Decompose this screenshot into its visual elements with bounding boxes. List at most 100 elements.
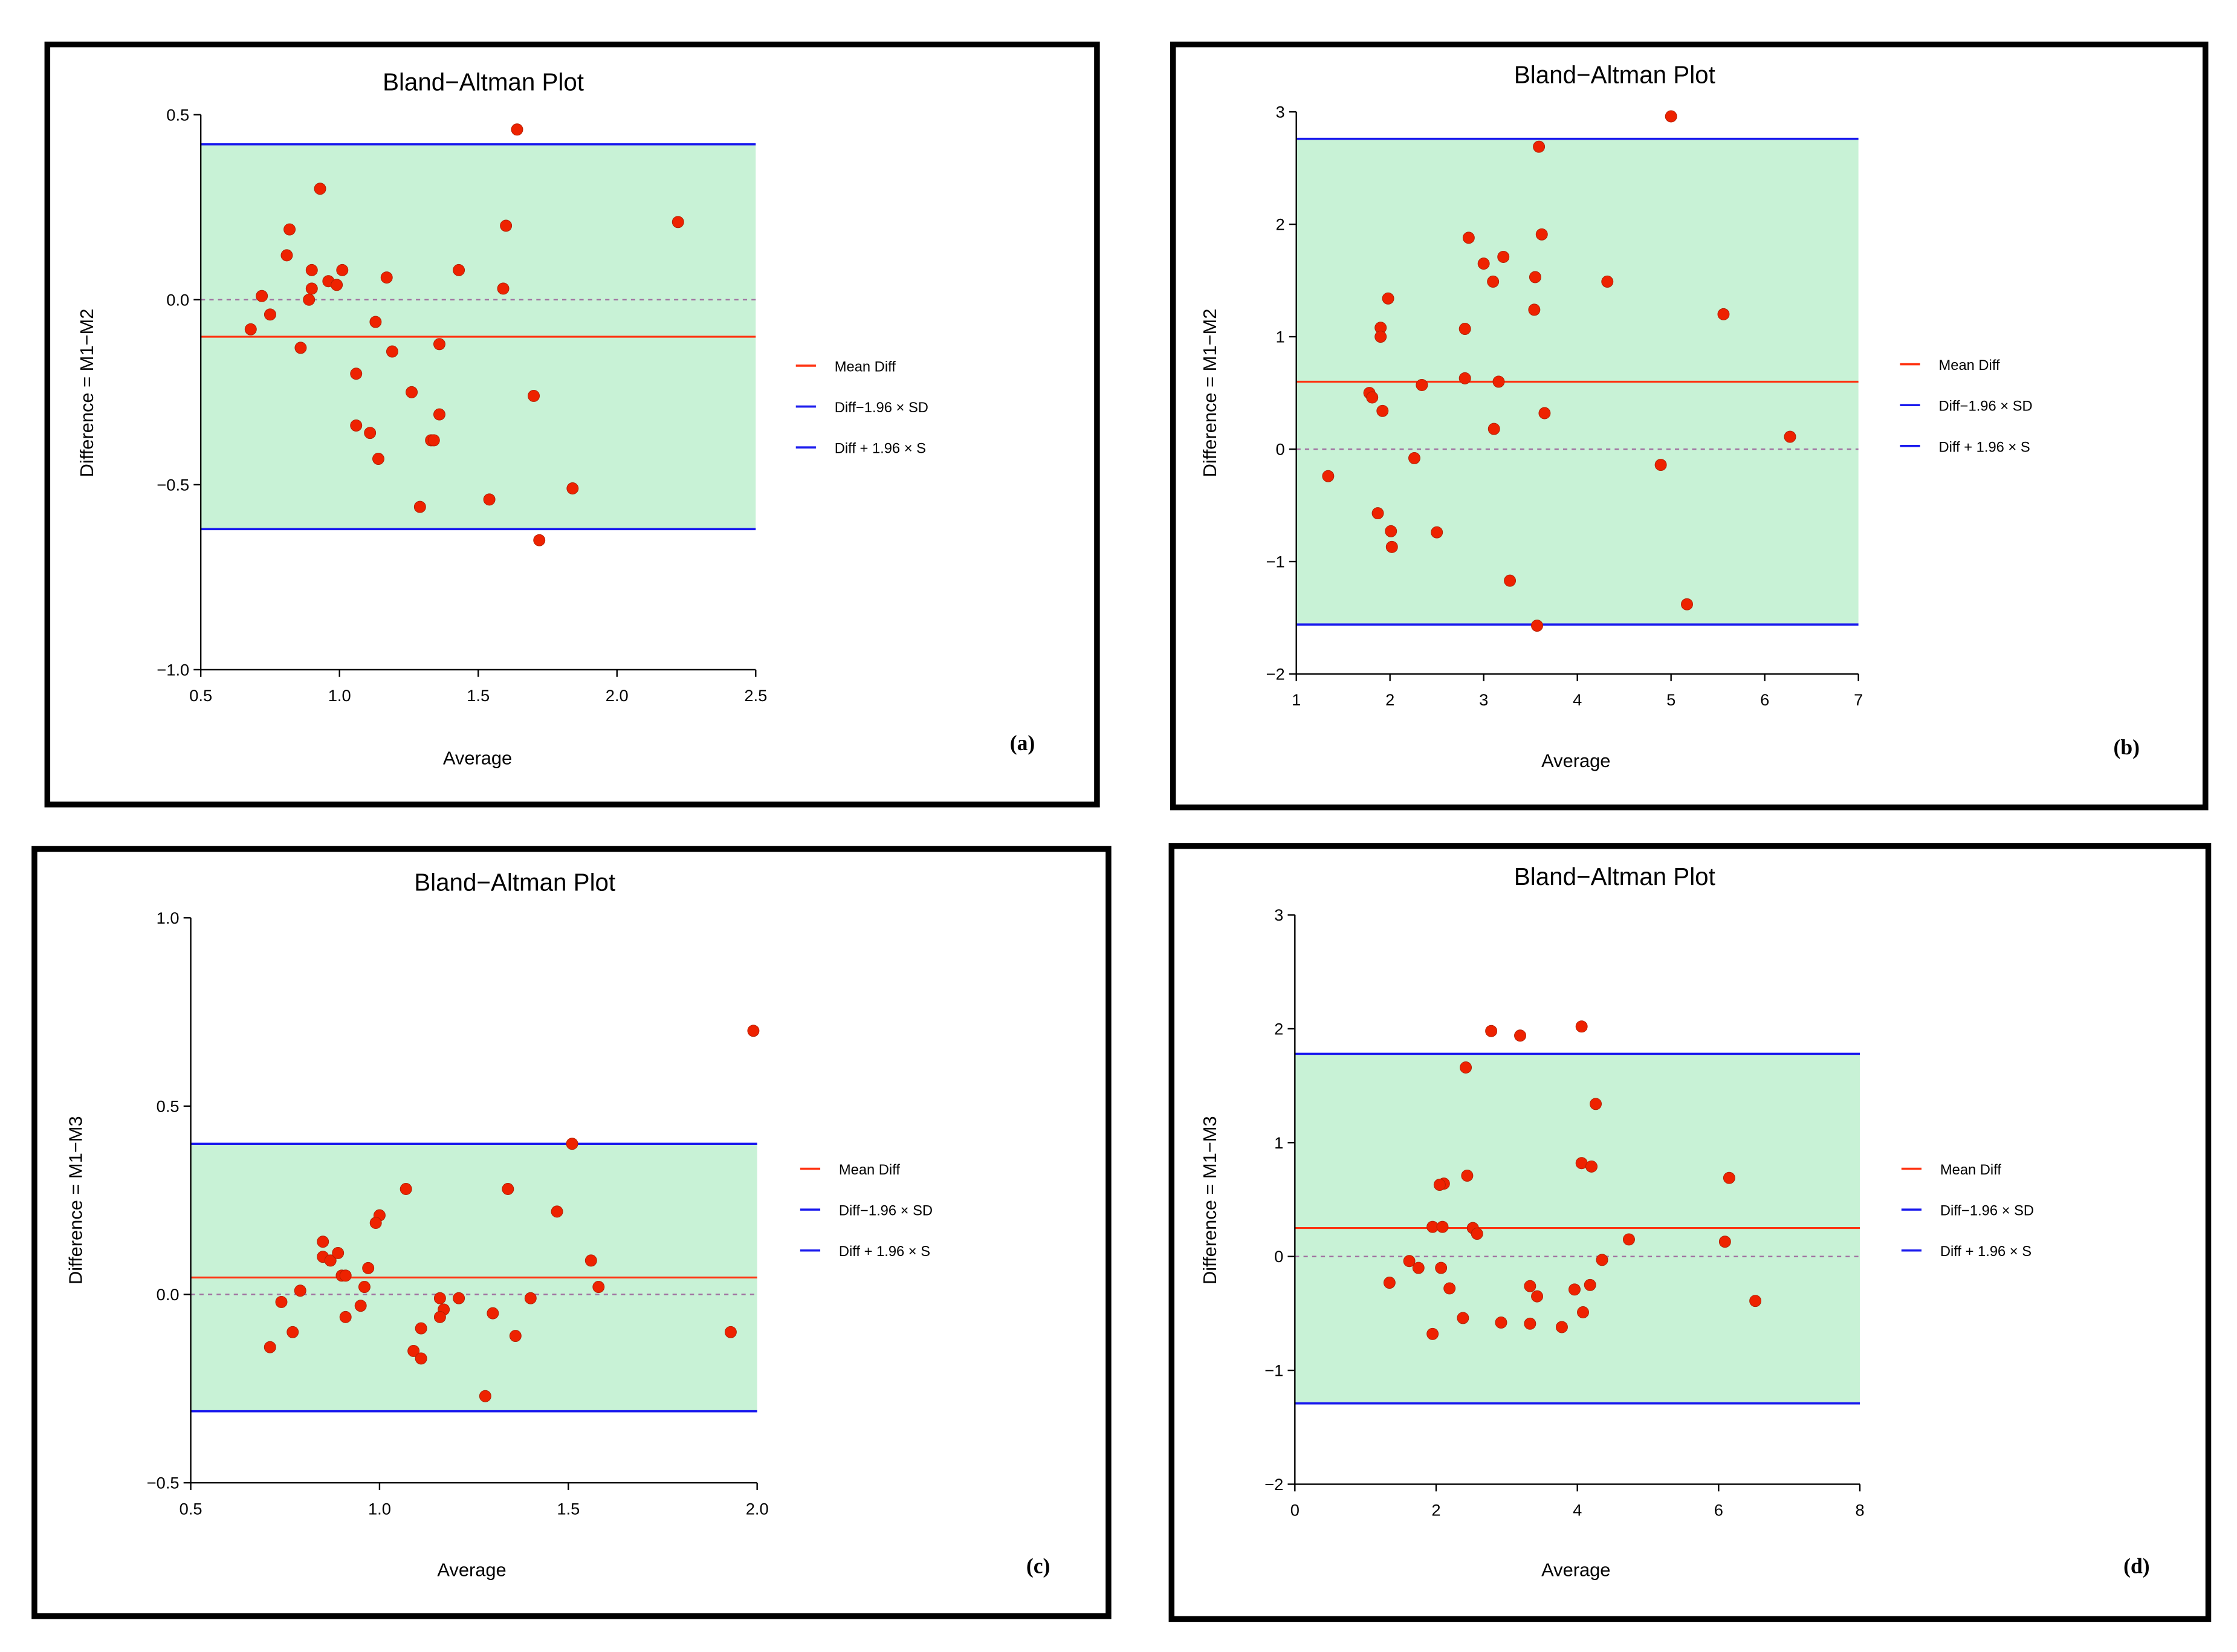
data-point xyxy=(339,1269,352,1282)
data-point xyxy=(1374,331,1387,343)
data-point xyxy=(433,338,445,351)
x-tick-label: 6 xyxy=(1760,690,1769,709)
data-point xyxy=(1575,1020,1588,1033)
x-axis-label: Average xyxy=(437,1559,506,1580)
chart-title: Bland−Altman Plot xyxy=(414,868,615,896)
data-point xyxy=(1590,1098,1602,1110)
panel-label: (a) xyxy=(1010,731,1035,755)
data-point xyxy=(372,453,384,465)
data-point xyxy=(324,1254,337,1267)
x-tick-label: 6 xyxy=(1714,1501,1723,1520)
data-point xyxy=(747,1025,760,1037)
x-tick-label: 7 xyxy=(1854,690,1863,709)
data-point xyxy=(1322,470,1335,482)
y-axis-label: Difference = M1−M2 xyxy=(1199,309,1220,478)
chart-panel-c: 0.5 1.0 1.5 2.0 −0.5 0.0 0.5 1.0 Bland−Altman Pl… xyxy=(31,846,1112,1619)
data-point xyxy=(584,1254,597,1267)
data-point xyxy=(331,279,343,291)
data-point xyxy=(1531,620,1543,632)
y-tick-label: −2 xyxy=(1264,1475,1283,1494)
legend-label: Mean Diff xyxy=(839,1162,900,1178)
data-point xyxy=(244,323,257,335)
data-point xyxy=(350,419,363,432)
panel-frame xyxy=(44,41,1100,808)
data-point xyxy=(407,1344,420,1357)
data-point xyxy=(264,308,276,321)
data-point xyxy=(287,1326,299,1338)
x-axis-label: Average xyxy=(1541,1559,1610,1580)
data-point xyxy=(453,1292,465,1304)
data-point xyxy=(1376,404,1389,417)
panel-label: (c) xyxy=(1026,1554,1051,1578)
data-point xyxy=(364,427,377,439)
data-point xyxy=(1488,423,1500,435)
data-point xyxy=(275,1295,288,1308)
data-point xyxy=(1457,1312,1469,1324)
data-point xyxy=(294,342,307,354)
y-tick-label: −1 xyxy=(1266,552,1285,571)
data-point xyxy=(280,249,293,262)
panel-label: (d) xyxy=(2123,1554,2149,1578)
data-point xyxy=(332,1246,345,1259)
data-point xyxy=(551,1205,563,1218)
data-point xyxy=(1529,271,1541,283)
data-point xyxy=(1665,110,1677,123)
x-tick-label: 5 xyxy=(1666,690,1675,709)
data-point xyxy=(1443,1282,1456,1295)
data-point xyxy=(1458,372,1471,384)
data-point xyxy=(511,123,523,136)
x-tick-label: 0 xyxy=(1290,1501,1300,1520)
y-tick-label: 1 xyxy=(1276,328,1285,346)
y-tick-label: 3 xyxy=(1276,103,1285,121)
data-point xyxy=(1383,1277,1396,1289)
legend-label: Mean Diff xyxy=(1939,358,2000,374)
y-tick-label: 0.5 xyxy=(157,1096,180,1115)
chart-title: Bland−Altman Plot xyxy=(1514,61,1715,89)
x-tick-label: 3 xyxy=(1479,690,1488,709)
data-point xyxy=(1492,375,1505,388)
data-point xyxy=(1584,1278,1596,1291)
data-point xyxy=(1385,540,1398,553)
data-point xyxy=(358,1281,371,1293)
x-tick-label: 1.5 xyxy=(467,686,490,705)
data-point xyxy=(350,368,363,380)
x-tick-label: 4 xyxy=(1573,690,1582,709)
y-tick-label: −2 xyxy=(1266,665,1285,684)
data-point xyxy=(1485,1025,1498,1037)
data-point xyxy=(433,408,445,421)
legend-label: Diff + 1.96 × S xyxy=(839,1244,930,1260)
y-tick-label: 0.5 xyxy=(166,105,189,124)
data-point xyxy=(1426,1327,1439,1340)
data-point xyxy=(336,264,349,276)
data-point xyxy=(1749,1295,1762,1307)
data-point xyxy=(1504,574,1517,587)
data-point xyxy=(592,1281,605,1293)
data-point xyxy=(1531,1290,1544,1303)
y-tick-label: 1.0 xyxy=(157,909,180,927)
data-point xyxy=(1433,1179,1446,1191)
data-point xyxy=(1533,140,1546,153)
data-point xyxy=(1460,1061,1472,1074)
data-point xyxy=(1538,407,1551,419)
data-point xyxy=(509,1330,522,1342)
data-point xyxy=(317,1236,329,1248)
data-point xyxy=(500,219,513,232)
x-tick-label: 1.5 xyxy=(557,1499,580,1518)
data-point xyxy=(1487,275,1500,288)
data-point xyxy=(413,500,426,513)
data-point xyxy=(1535,228,1548,241)
y-axis-label: Difference = M1−M2 xyxy=(76,309,97,478)
data-point xyxy=(502,1183,514,1195)
y-axis-label: Difference = M1−M3 xyxy=(65,1116,86,1284)
legend-label: Mean Diff xyxy=(835,359,896,375)
chart-panel-b: 1 2 3 4 5 6 7 −2 −1 0 1 2 3 Bland−Altman Plot Average D… xyxy=(1170,41,2209,811)
data-point xyxy=(1471,1228,1483,1240)
panel-frame xyxy=(1170,41,2209,811)
data-point xyxy=(303,293,316,306)
chart-title: Bland−Altman Plot xyxy=(1514,863,1715,890)
data-point xyxy=(479,1390,491,1402)
x-tick-label: 2.5 xyxy=(744,686,767,705)
x-tick-label: 8 xyxy=(1855,1501,1864,1520)
